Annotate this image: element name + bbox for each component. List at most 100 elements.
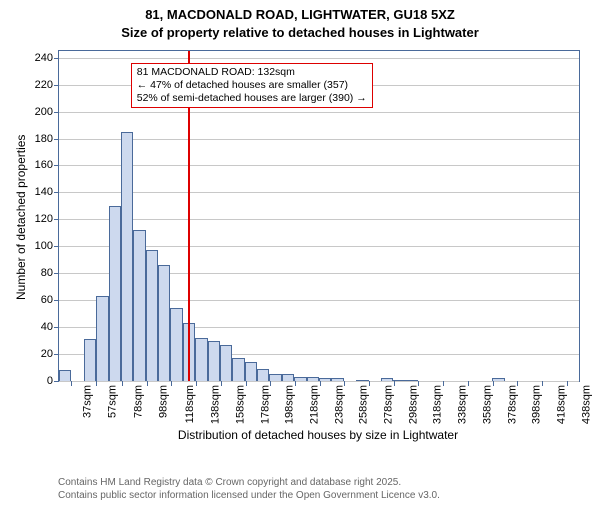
plot-area: 02040608010012014016018020022024037sqm57… [58,50,580,382]
xtick-mark [320,381,321,386]
xtick-label: 78sqm [133,385,145,418]
footer-line2: Contains public sector information licen… [58,490,440,503]
annotation-line: 81 MACDONALD ROAD: 132sqm [137,66,367,79]
y-axis-label: Number of detached properties [14,135,28,300]
ytick-label: 220 [35,79,53,91]
xtick-label: 438sqm [580,385,592,424]
xtick-mark [344,381,345,386]
histogram-bar [158,265,170,381]
xtick-label: 198sqm [284,385,296,424]
histogram-bar [170,308,182,381]
gridline-h [59,58,579,59]
title-line1: 81, MACDONALD ROAD, LIGHTWATER, GU18 5XZ [0,6,600,24]
xtick-label: 278sqm [383,385,395,424]
ytick-label: 0 [47,375,53,387]
xtick-mark [468,381,469,386]
ytick-mark [54,139,59,140]
xtick-label: 398sqm [531,385,543,424]
ytick-label: 160 [35,159,53,171]
annotation-line: ← 47% of detached houses are smaller (35… [137,79,367,92]
ytick-mark [54,219,59,220]
histogram-bar [84,339,96,381]
xtick-mark [394,381,395,386]
histogram-bar [393,380,405,381]
xtick-label: 57sqm [107,385,119,418]
ytick-label: 120 [35,213,53,225]
ytick-label: 80 [41,267,53,279]
annotation-box: 81 MACDONALD ROAD: 132sqm← 47% of detach… [131,63,373,108]
ytick-mark [54,192,59,193]
histogram-bar [133,230,145,381]
xtick-mark [295,381,296,386]
xtick-mark [517,381,518,386]
histogram-bar [319,378,331,381]
gridline-h [59,192,579,193]
chart-container: Number of detached properties 0204060801… [0,50,600,460]
xtick-mark [567,381,568,386]
histogram-bar [208,341,220,381]
xtick-label: 98sqm [157,385,169,418]
xtick-label: 218sqm [308,385,320,424]
ytick-mark [54,354,59,355]
xtick-mark [246,381,247,386]
gridline-h [59,112,579,113]
xtick-label: 178sqm [259,385,271,424]
xtick-mark [270,381,271,386]
xtick-label: 118sqm [185,385,197,423]
xtick-label: 37sqm [82,385,94,418]
ytick-label: 100 [35,240,53,252]
gridline-h [59,219,579,220]
ytick-mark [54,381,59,382]
xtick-label: 138sqm [210,385,222,424]
xtick-mark [122,381,123,386]
ytick-label: 40 [41,321,53,333]
histogram-bar [307,377,319,381]
histogram-bar [59,370,71,381]
ytick-mark [54,273,59,274]
footer-line1: Contains HM Land Registry data © Crown c… [58,477,440,490]
xtick-mark [221,381,222,386]
histogram-bar [331,378,343,381]
footer-attribution: Contains HM Land Registry data © Crown c… [58,477,440,502]
xtick-label: 158sqm [234,385,246,424]
histogram-bar [109,206,121,381]
xtick-label: 418sqm [556,385,568,424]
ytick-mark [54,58,59,59]
histogram-bar [406,380,418,381]
xtick-mark [196,381,197,386]
histogram-bar [294,377,306,381]
histogram-bar [220,345,232,381]
xtick-mark [418,381,419,386]
xtick-label: 358sqm [481,385,493,424]
xtick-mark [443,381,444,386]
xtick-mark [369,381,370,386]
ytick-mark [54,112,59,113]
ytick-label: 240 [35,52,53,64]
ytick-label: 200 [35,106,53,118]
xtick-label: 318sqm [432,385,444,424]
ytick-mark [54,165,59,166]
chart-title: 81, MACDONALD ROAD, LIGHTWATER, GU18 5XZ… [0,6,600,41]
histogram-bar [492,378,504,381]
xtick-mark [171,381,172,386]
histogram-bar [282,374,294,381]
ytick-mark [54,327,59,328]
xtick-mark [71,381,72,386]
ytick-label: 20 [41,348,53,360]
histogram-bar [146,250,158,381]
ytick-mark [54,85,59,86]
ytick-label: 180 [35,133,53,145]
ytick-label: 60 [41,294,53,306]
xtick-label: 378sqm [506,385,518,424]
ytick-label: 140 [35,186,53,198]
xtick-mark [96,381,97,386]
histogram-bar [356,380,368,381]
annotation-line: 52% of semi-detached houses are larger (… [137,92,367,105]
xtick-label: 298sqm [407,385,419,424]
xtick-mark [147,381,148,386]
xtick-mark [542,381,543,386]
histogram-bar [381,378,393,381]
histogram-bar [96,296,108,381]
histogram-bar [257,369,269,381]
x-axis-label: Distribution of detached houses by size … [58,428,578,442]
